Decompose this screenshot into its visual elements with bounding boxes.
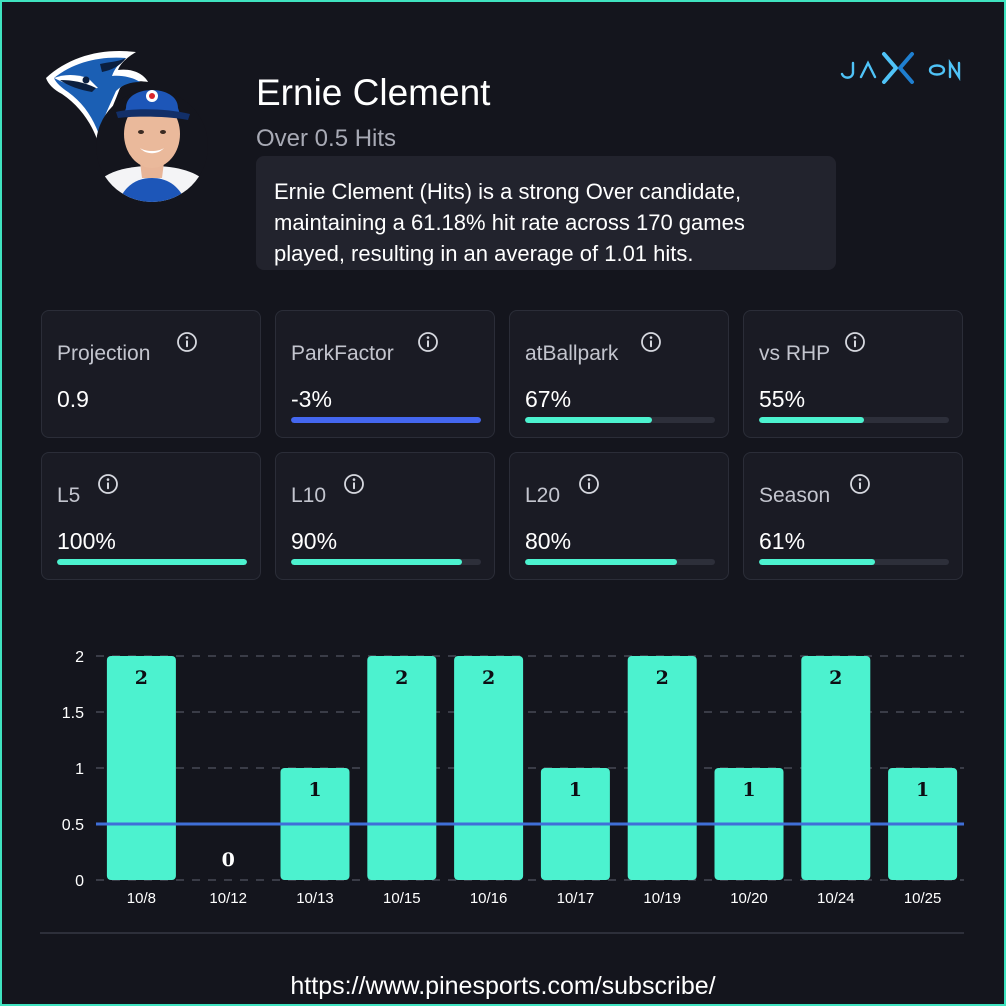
jaxon-logo (840, 52, 961, 84)
stat-value: 90% (291, 528, 338, 554)
stat-card-atballpark: atBallpark 67% (509, 310, 729, 438)
stat-card-vs-rhp: vs RHP 55% (743, 310, 963, 438)
stat-bar-fill (759, 559, 875, 565)
player-headshot (96, 90, 208, 202)
stat-bar-track (57, 559, 247, 565)
stat-label: Season (759, 484, 831, 507)
y-tick-label: 1 (75, 761, 84, 778)
bar-data-label: 2 (135, 667, 148, 689)
stat-label: L5 (57, 484, 81, 507)
bar (627, 656, 697, 880)
y-tick-label: 2 (75, 649, 84, 666)
bar-data-label: 0 (222, 849, 235, 871)
hits-bar-chart: 0 0.5 1 1.5 2 2 10/8 0 10/12 1 10/13 2 10/15 2 10/16 1 1… (62, 649, 964, 907)
stat-card-l10: L10 90% (275, 452, 495, 580)
stat-card-projection: Projection 0.9 (41, 310, 261, 438)
stat-value: 0.9 (57, 386, 89, 412)
stat-bar-fill (525, 559, 677, 565)
x-tick-label: 10/20 (730, 890, 768, 907)
info-icon[interactable] (640, 331, 662, 353)
stat-card-season: Season 61% (743, 452, 963, 580)
bar-data-label: 1 (569, 779, 582, 801)
stat-label: L10 (291, 484, 327, 507)
bar-data-label: 2 (656, 667, 669, 689)
stat-label: ParkFactor (291, 342, 394, 365)
stat-card-l20: L20 80% (509, 452, 729, 580)
stat-value: 67% (525, 386, 572, 412)
prop-line: Over 0.5 Hits (256, 125, 397, 152)
bar-data-label: 1 (916, 779, 929, 801)
stat-value: -3% (291, 386, 332, 412)
stat-bar-fill (759, 417, 864, 423)
stat-bar-fill (57, 559, 247, 565)
x-tick-label: 10/15 (383, 890, 421, 907)
info-icon[interactable] (578, 473, 600, 495)
stat-bar-track (759, 417, 949, 423)
x-tick-label: 10/8 (127, 890, 156, 907)
stat-bar-fill (291, 417, 481, 423)
y-tick-label: 0 (75, 873, 84, 890)
stat-bar-track (759, 559, 949, 565)
x-tick-label: 10/13 (296, 890, 334, 907)
bar-data-label: 1 (742, 779, 755, 801)
x-tick-label: 10/19 (643, 890, 681, 907)
bar (801, 656, 871, 880)
bar-data-label: 2 (395, 667, 408, 689)
subscribe-url[interactable]: https://www.pinesports.com/subscribe/ (290, 972, 716, 1000)
bar (454, 656, 524, 880)
info-icon[interactable] (849, 473, 871, 495)
stat-bar-track (525, 559, 715, 565)
stat-label: Projection (57, 342, 151, 365)
footer-divider (40, 932, 964, 934)
stat-card-l5: L5 100% (41, 452, 261, 580)
stat-value: 61% (759, 528, 806, 554)
stat-label: vs RHP (759, 342, 831, 365)
x-tick-label: 10/12 (209, 890, 247, 907)
x-tick-label: 10/16 (470, 890, 508, 907)
info-icon[interactable] (97, 473, 119, 495)
info-icon[interactable] (844, 331, 866, 353)
stat-value: 80% (525, 528, 572, 554)
bar-data-label: 2 (482, 667, 495, 689)
stat-label: L20 (525, 484, 561, 507)
x-tick-label: 10/17 (557, 890, 595, 907)
bar (367, 656, 437, 880)
info-icon[interactable] (343, 473, 365, 495)
info-icon[interactable] (176, 331, 198, 353)
x-tick-label: 10/24 (817, 890, 855, 907)
y-tick-label: 0.5 (62, 817, 84, 834)
stat-bar-track (291, 417, 481, 423)
y-tick-label: 1.5 (62, 705, 84, 722)
stat-bar-fill (525, 417, 653, 423)
stat-bar-track (291, 559, 481, 565)
stat-card-parkfactor: ParkFactor -3% (275, 310, 495, 438)
stat-value: 100% (57, 528, 116, 554)
stat-bar-fill (291, 559, 462, 565)
info-icon[interactable] (417, 331, 439, 353)
summary-box: Ernie Clement (Hits) is a strong Over ca… (256, 156, 836, 270)
blue-jay-head-icon (46, 51, 148, 142)
summary-text: Ernie Clement (Hits) is a strong Over ca… (274, 179, 745, 266)
stat-bar-track (525, 417, 715, 423)
stat-value: 55% (759, 386, 806, 412)
x-tick-label: 10/25 (904, 890, 942, 907)
bar (106, 656, 176, 880)
bar-data-label: 2 (829, 667, 842, 689)
player-name: Ernie Clement (256, 72, 491, 113)
stat-label: atBallpark (525, 342, 619, 365)
bar-data-label: 1 (308, 779, 321, 801)
